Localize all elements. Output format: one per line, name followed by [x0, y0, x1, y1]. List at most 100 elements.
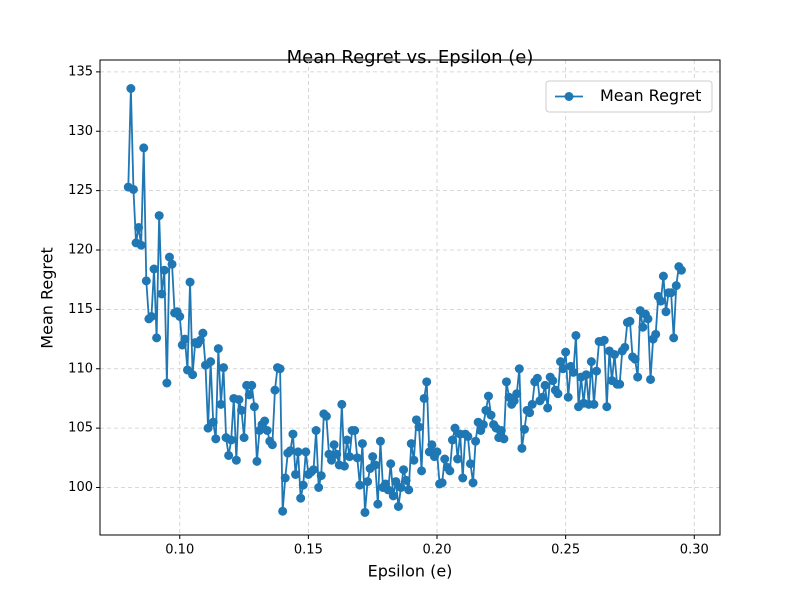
data-point [592, 366, 602, 376]
data-point [267, 440, 277, 450]
data-point [669, 333, 679, 343]
data-point [332, 449, 342, 459]
data-point [375, 436, 385, 446]
legend-label: Mean Regret [600, 86, 701, 105]
y-axis-label: Mean Regret [38, 247, 57, 348]
data-point [288, 429, 298, 439]
data-point [357, 439, 367, 449]
data-point [486, 410, 496, 420]
y-tick-label: 110 [68, 361, 93, 376]
data-point [270, 385, 280, 395]
data-point [293, 447, 303, 457]
data-point [327, 455, 337, 465]
data-point [527, 399, 537, 409]
data-point [599, 335, 609, 345]
data-point [548, 376, 558, 386]
data-point [388, 491, 398, 501]
data-point [453, 454, 463, 464]
data-point [602, 402, 612, 412]
data-point [162, 378, 172, 388]
data-point [540, 380, 550, 390]
data-point [383, 485, 393, 495]
data-point [399, 465, 409, 475]
data-point [206, 357, 216, 367]
data-point [296, 493, 306, 503]
data-point [152, 333, 162, 343]
data-point [671, 281, 681, 291]
chart-title: Mean Regret vs. Epsilon (e) [287, 47, 534, 68]
data-point [666, 288, 676, 298]
data-point [465, 459, 475, 469]
data-point [450, 423, 460, 433]
data-point [643, 314, 653, 324]
data-point [321, 411, 331, 421]
data-point [211, 434, 221, 444]
data-point [278, 506, 288, 516]
data-point [509, 396, 519, 406]
data-point [285, 446, 295, 456]
data-point [275, 364, 285, 374]
x-tick-label: 0.10 [165, 543, 194, 558]
data-point [309, 465, 319, 475]
data-point [651, 329, 661, 339]
data-point [525, 408, 535, 418]
data-point [291, 469, 301, 479]
data-point [401, 475, 411, 485]
data-point [301, 447, 311, 457]
data-point [553, 389, 563, 399]
data-point [175, 312, 185, 321]
data-point [432, 447, 442, 457]
data-point [262, 426, 272, 435]
data-point [414, 422, 424, 432]
data-point [234, 395, 244, 405]
data-point [280, 473, 290, 483]
data-point [555, 357, 565, 367]
data-point [658, 271, 668, 281]
data-point [198, 328, 208, 338]
data-point [558, 364, 568, 374]
y-tick-label: 120 [68, 243, 93, 258]
data-point [581, 370, 591, 380]
data-point [571, 331, 581, 340]
data-point [610, 350, 620, 359]
data-point [226, 435, 236, 445]
data-point [512, 389, 522, 399]
data-point [514, 364, 524, 374]
data-point [231, 455, 241, 465]
data-point [213, 344, 223, 354]
data-point [311, 426, 321, 435]
data-point [298, 480, 308, 490]
data-point [445, 466, 455, 476]
data-point [419, 393, 429, 403]
data-point [139, 143, 149, 153]
data-point [342, 435, 352, 445]
data-point [543, 403, 553, 413]
data-point [478, 420, 488, 430]
data-point [329, 440, 339, 450]
data-point [406, 439, 416, 449]
data-point [483, 391, 493, 401]
y-tick-label: 125 [68, 183, 93, 198]
data-point [638, 322, 648, 332]
data-point [501, 377, 511, 387]
data-point [646, 374, 656, 384]
data-point [345, 452, 355, 462]
data-point [260, 416, 270, 426]
data-point [203, 423, 213, 433]
y-tick-label: 100 [68, 480, 93, 495]
data-point [589, 399, 599, 409]
data-point [141, 276, 151, 286]
data-point [537, 392, 547, 402]
y-tick-label: 135 [68, 64, 93, 79]
data-point [350, 426, 360, 435]
data-point [471, 436, 481, 446]
data-point [244, 390, 254, 400]
data-point [447, 435, 457, 445]
data-point [468, 478, 478, 488]
data-point [236, 405, 246, 415]
data-point [149, 264, 159, 274]
data-point [164, 252, 174, 262]
data-point [239, 433, 249, 443]
